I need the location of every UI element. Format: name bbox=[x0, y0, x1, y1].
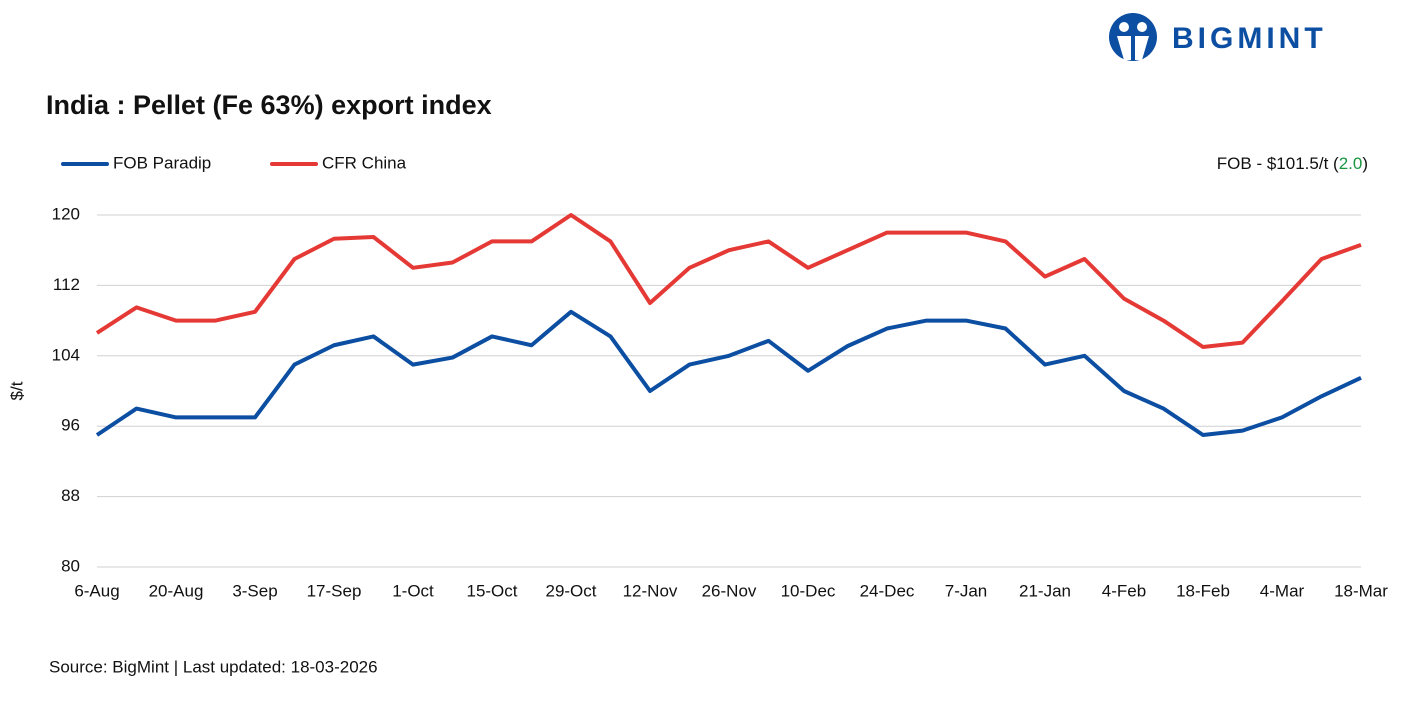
annotation-prefix: FOB - $101.5/t ( bbox=[1217, 154, 1339, 173]
y-tick-label: 120 bbox=[52, 204, 80, 223]
x-tick-label: 18-Feb bbox=[1176, 581, 1230, 600]
x-tick-label: 17-Sep bbox=[307, 581, 362, 600]
source: Source: BigMint | Last updated: 18-03-20… bbox=[49, 657, 378, 676]
x-tick-label: 15-Oct bbox=[466, 581, 517, 600]
y-tick-label: 104 bbox=[52, 345, 80, 364]
x-tick-label: 29-Oct bbox=[545, 581, 596, 600]
annotation-change: 2.0 bbox=[1339, 154, 1363, 173]
brand: BIGMINT bbox=[1172, 22, 1327, 55]
x-tick-label: 7-Jan bbox=[945, 581, 988, 600]
chart-title: India : Pellet (Fe 63%) export index bbox=[46, 90, 492, 120]
y-axis-label: $/t bbox=[7, 381, 26, 400]
x-tick-label: 4-Feb bbox=[1102, 581, 1146, 600]
x-tick-label: 21-Jan bbox=[1019, 581, 1071, 600]
y-tick-label: 80 bbox=[61, 556, 80, 575]
y-tick-label: 96 bbox=[61, 416, 80, 435]
logo-icon bbox=[1109, 13, 1157, 61]
series-line bbox=[95, 213, 1362, 349]
annotation: FOB - $101.5/t (2.0) bbox=[1217, 154, 1368, 173]
x-tick-label: 12-Nov bbox=[623, 581, 678, 600]
annotation-suffix: ) bbox=[1362, 154, 1368, 173]
x-tick-label: 24-Dec bbox=[860, 581, 915, 600]
x-tick-label: 18-Mar bbox=[1334, 581, 1388, 600]
x-tick-label: 20-Aug bbox=[149, 581, 204, 600]
y-tick-label: 88 bbox=[61, 486, 80, 505]
x-tick-label: 26-Nov bbox=[702, 581, 757, 600]
x-tick-label: 6-Aug bbox=[74, 581, 119, 600]
series-line bbox=[95, 309, 1362, 437]
legend-label: CFR China bbox=[322, 153, 407, 172]
x-tick-label: 10-Dec bbox=[781, 581, 836, 600]
y-tick-label: 112 bbox=[53, 275, 80, 294]
x-tick-label: 1-Oct bbox=[392, 581, 434, 600]
x-tick-label: 4-Mar bbox=[1260, 581, 1305, 600]
legend-label: FOB Paradip bbox=[113, 153, 211, 172]
x-tick-label: 3-Sep bbox=[232, 581, 277, 600]
